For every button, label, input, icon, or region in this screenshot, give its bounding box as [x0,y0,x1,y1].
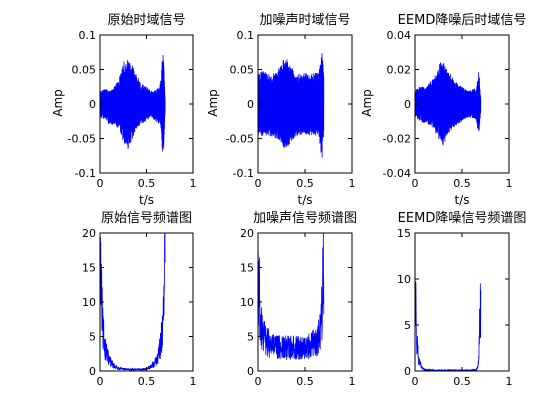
x-tick-label: 1 [190,375,197,388]
y-tick-label: 5 [247,331,254,344]
y-axis-label: Amp [206,89,220,117]
y-tick-label: 15 [397,227,411,240]
x-tick-label: 0.5 [453,375,471,388]
y-tick-label: 0 [247,365,254,378]
y-tick-label: -0.05 [226,133,254,146]
y-axis-label: Amp [51,89,65,117]
x-tick-label: 0.5 [453,177,471,190]
x-axis-label: t/s [455,193,470,207]
y-tick-label: 5 [404,319,411,332]
series-line [415,62,482,146]
y-tick-label: 0.04 [387,29,412,42]
x-tick-label: 0 [97,177,104,190]
x-axis-label: t/s [139,193,154,207]
y-tick-label: -0.1 [233,167,254,180]
x-tick-label: 0 [97,375,104,388]
y-tick-label: 0.1 [79,29,97,42]
x-tick-label: 0 [255,177,262,190]
subplot-noisy-time: 加噪声时域信号 t/s Amp 0 0.5 1 -0.1 -0.05 0 0.05 0.1 [206,13,356,207]
x-tick-label: 1 [506,375,513,388]
x-tick-label: 0 [255,375,262,388]
y-tick-label: 15 [82,262,96,275]
spectrum-line [415,281,482,371]
y-tick-label: -0.02 [383,133,411,146]
plot-data [100,233,166,371]
y-tick-label: 5 [89,331,96,344]
y-tick-label: 15 [240,262,254,275]
y-tick-label: 0 [404,98,411,111]
y-axis-label: Amp [360,89,374,117]
y-tick-label: 0.05 [72,64,97,77]
x-tick-label: 0 [412,177,419,190]
chart-title: EEMD降噪信号频谱图 [398,211,527,226]
subplot-original-time: 原始时域信号 t/s Amp 0 0.5 1 -0.1 -0.05 0 0.05 0.1 [51,13,197,207]
chart-title: EEMD降噪后时域信号 [398,13,527,28]
x-tick-label: 0 [412,375,419,388]
series-line [258,53,325,158]
x-tick-label: 0.5 [138,375,156,388]
x-tick-label: 1 [349,375,356,388]
y-tick-label: 10 [240,296,254,309]
spectrum-line [258,233,325,360]
y-tick-label: 0 [89,98,96,111]
y-tick-label: -0.05 [68,133,96,146]
y-tick-label: 0.02 [387,64,412,77]
subplot-eemd-time: EEMD降噪后时域信号 t/s Amp 0 0.5 1 -0.04 -0.02 0 0.02… [360,13,526,207]
x-tick-label: 0.5 [296,375,314,388]
x-axis-label: t/s [298,193,313,207]
y-tick-label: -0.1 [75,167,96,180]
x-tick-label: 0.5 [138,177,156,190]
y-tick-label: -0.04 [383,167,411,180]
plot-data [258,53,325,158]
y-tick-label: 10 [82,296,96,309]
series-line [100,55,166,152]
chart-title: 加噪声时域信号 [259,13,350,28]
plot-data [258,233,325,360]
x-tick-label: 1 [190,177,197,190]
y-tick-label: 0 [404,365,411,378]
y-tick-label: 10 [397,273,411,286]
x-tick-label: 1 [506,177,513,190]
y-tick-label: 20 [240,227,254,240]
x-tick-label: 1 [349,177,356,190]
chart-title: 原始时域信号 [107,13,185,28]
y-tick-label: 20 [82,227,96,240]
plot-data [415,62,482,146]
y-tick-label: 0 [247,98,254,111]
plot-data [100,55,166,152]
plot-data [415,281,482,371]
chart-title: 加噪声信号频谱图 [253,211,357,226]
y-tick-label: 0.05 [230,64,255,77]
spectrum-line [100,233,166,371]
y-tick-label: 0.1 [237,29,255,42]
y-tick-label: 0 [89,365,96,378]
chart-title: 原始信号频谱图 [101,211,192,226]
x-tick-label: 0.5 [296,177,314,190]
